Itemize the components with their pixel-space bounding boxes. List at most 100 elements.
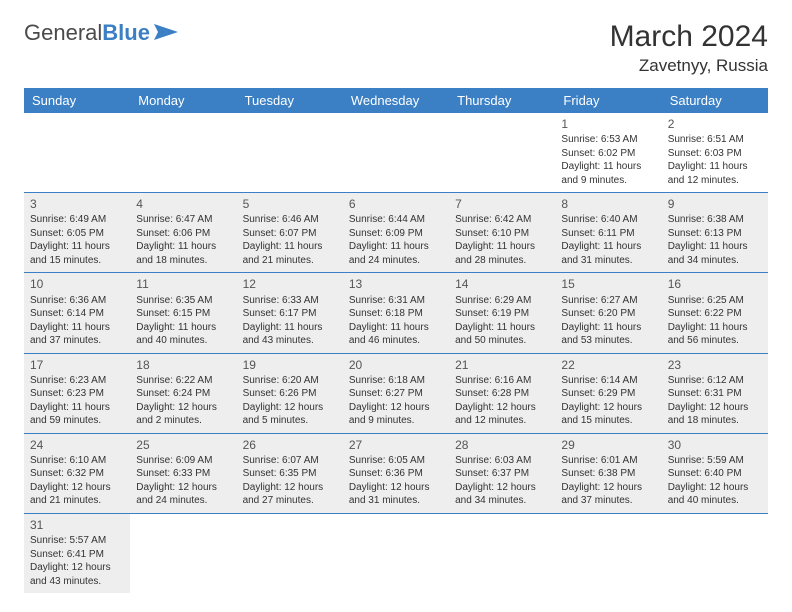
daylight-text: Daylight: 12 hours and 27 minutes. (243, 481, 337, 508)
sunrise-text: Sunrise: 6:46 AM (243, 213, 337, 227)
sunset-text: Sunset: 6:10 PM (455, 227, 549, 241)
day-cell (449, 513, 555, 593)
day-cell (130, 113, 236, 193)
sunrise-text: Sunrise: 6:42 AM (455, 213, 549, 227)
sunrise-text: Sunrise: 6:31 AM (349, 294, 443, 308)
daylight-text: Daylight: 11 hours and 50 minutes. (455, 321, 549, 348)
daylight-text: Daylight: 11 hours and 59 minutes. (30, 401, 124, 428)
daylight-text: Daylight: 11 hours and 37 minutes. (30, 321, 124, 348)
day-number: 21 (455, 357, 549, 373)
sunrise-text: Sunrise: 6:01 AM (561, 454, 655, 468)
sunrise-text: Sunrise: 6:12 AM (668, 374, 762, 388)
day-number: 26 (243, 437, 337, 453)
day-number: 20 (349, 357, 443, 373)
sunrise-text: Sunrise: 5:57 AM (30, 534, 124, 548)
sunset-text: Sunset: 6:20 PM (561, 307, 655, 321)
sunset-text: Sunset: 6:18 PM (349, 307, 443, 321)
day-header: Wednesday (343, 88, 449, 113)
daylight-text: Daylight: 11 hours and 46 minutes. (349, 321, 443, 348)
day-header: Monday (130, 88, 236, 113)
sunset-text: Sunset: 6:17 PM (243, 307, 337, 321)
sunset-text: Sunset: 6:38 PM (561, 467, 655, 481)
day-cell: 24Sunrise: 6:10 AMSunset: 6:32 PMDayligh… (24, 433, 130, 513)
sunrise-text: Sunrise: 6:18 AM (349, 374, 443, 388)
day-number: 2 (668, 116, 762, 132)
daylight-text: Daylight: 12 hours and 34 minutes. (455, 481, 549, 508)
daylight-text: Daylight: 12 hours and 2 minutes. (136, 401, 230, 428)
sunset-text: Sunset: 6:31 PM (668, 387, 762, 401)
day-cell: 20Sunrise: 6:18 AMSunset: 6:27 PMDayligh… (343, 353, 449, 433)
day-cell: 4Sunrise: 6:47 AMSunset: 6:06 PMDaylight… (130, 193, 236, 273)
daylight-text: Daylight: 11 hours and 43 minutes. (243, 321, 337, 348)
day-cell: 13 Sunrise: 6:31 AMSunset: 6:18 PMDayligh… (343, 273, 449, 353)
sunrise-text: Sunrise: 6:07 AM (243, 454, 337, 468)
day-cell: 5Sunrise: 6:46 AMSunset: 6:07 PMDaylight… (237, 193, 343, 273)
sunrise-text: Sunrise: 6:27 AM (561, 294, 655, 308)
day-number: 14 (455, 276, 549, 292)
daylight-text: Daylight: 12 hours and 18 minutes. (668, 401, 762, 428)
day-cell: 19Sunrise: 6:20 AMSunset: 6:26 PMDayligh… (237, 353, 343, 433)
daylight-text: Daylight: 12 hours and 21 minutes. (30, 481, 124, 508)
sunset-text: Sunset: 6:02 PM (561, 147, 655, 161)
day-cell: 27Sunrise: 6:05 AMSunset: 6:36 PMDayligh… (343, 433, 449, 513)
daylight-text: Daylight: 11 hours and 40 minutes. (136, 321, 230, 348)
sunrise-text: Sunrise: 6:38 AM (668, 213, 762, 227)
day-number: 10 (30, 276, 124, 292)
sunset-text: Sunset: 6:32 PM (30, 467, 124, 481)
day-header: Saturday (662, 88, 768, 113)
day-number: 30 (668, 437, 762, 453)
daylight-text: Daylight: 11 hours and 53 minutes. (561, 321, 655, 348)
day-cell: 2Sunrise: 6:51 AMSunset: 6:03 PMDaylight… (662, 113, 768, 193)
sunrise-text: Sunrise: 6:47 AM (136, 213, 230, 227)
header: GeneralBlue March 2024 Zavetnyy, Russia (24, 20, 768, 76)
sunset-text: Sunset: 6:37 PM (455, 467, 549, 481)
sunrise-text: Sunrise: 6:09 AM (136, 454, 230, 468)
day-cell: 9Sunrise: 6:38 AMSunset: 6:13 PMDaylight… (662, 193, 768, 273)
day-number: 28 (455, 437, 549, 453)
sunset-text: Sunset: 6:40 PM (668, 467, 762, 481)
calendar-body: 1Sunrise: 6:53 AMSunset: 6:02 PMDaylight… (24, 113, 768, 593)
day-number: 11 (136, 276, 230, 292)
day-number: 9 (668, 196, 762, 212)
day-number: 12 (243, 276, 337, 292)
sunset-text: Sunset: 6:03 PM (668, 147, 762, 161)
sunrise-text: Sunrise: 6:23 AM (30, 374, 124, 388)
day-cell: 26Sunrise: 6:07 AMSunset: 6:35 PMDayligh… (237, 433, 343, 513)
daylight-text: Daylight: 11 hours and 12 minutes. (668, 160, 762, 187)
day-cell: 16Sunrise: 6:25 AMSunset: 6:22 PMDayligh… (662, 273, 768, 353)
day-number: 5 (243, 196, 337, 212)
sunset-text: Sunset: 6:29 PM (561, 387, 655, 401)
daylight-text: Daylight: 11 hours and 9 minutes. (561, 160, 655, 187)
daylight-text: Daylight: 12 hours and 40 minutes. (668, 481, 762, 508)
day-cell (555, 513, 661, 593)
sunset-text: Sunset: 6:36 PM (349, 467, 443, 481)
day-cell (24, 113, 130, 193)
day-cell (237, 513, 343, 593)
day-number: 23 (668, 357, 762, 373)
logo-text-1: General (24, 20, 102, 46)
sunset-text: Sunset: 6:22 PM (668, 307, 762, 321)
day-cell: 23Sunrise: 6:12 AMSunset: 6:31 PMDayligh… (662, 353, 768, 433)
day-number: 19 (243, 357, 337, 373)
day-cell: 12Sunrise: 6:33 AMSunset: 6:17 PMDayligh… (237, 273, 343, 353)
day-number: 27 (349, 437, 443, 453)
logo: GeneralBlue (24, 20, 178, 46)
sunset-text: Sunset: 6:33 PM (136, 467, 230, 481)
day-number: 13 (349, 276, 443, 292)
sunset-text: Sunset: 6:13 PM (668, 227, 762, 241)
day-number: 18 (136, 357, 230, 373)
day-cell: 1Sunrise: 6:53 AMSunset: 6:02 PMDaylight… (555, 113, 661, 193)
day-number: 4 (136, 196, 230, 212)
daylight-text: Daylight: 11 hours and 31 minutes. (561, 240, 655, 267)
day-number: 29 (561, 437, 655, 453)
day-header: Friday (555, 88, 661, 113)
day-number: 22 (561, 357, 655, 373)
daylight-text: Daylight: 12 hours and 12 minutes. (455, 401, 549, 428)
logo-text-2: Blue (102, 20, 150, 46)
sunset-text: Sunset: 6:27 PM (349, 387, 443, 401)
sunrise-text: Sunrise: 6:16 AM (455, 374, 549, 388)
day-number: 6 (349, 196, 443, 212)
sunrise-text: Sunrise: 6:40 AM (561, 213, 655, 227)
day-cell: 21Sunrise: 6:16 AMSunset: 6:28 PMDayligh… (449, 353, 555, 433)
day-number: 25 (136, 437, 230, 453)
